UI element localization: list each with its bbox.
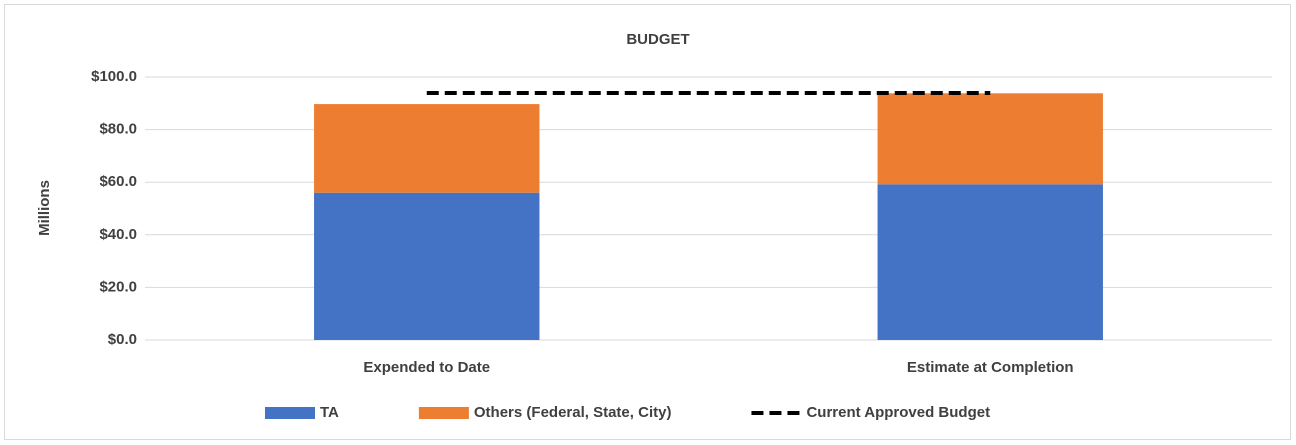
y-tick-label: $80.0 bbox=[99, 121, 137, 138]
x-tick-label: Expended to Date bbox=[363, 359, 490, 376]
y-tick-label: $0.0 bbox=[108, 331, 137, 348]
legend-label: TA bbox=[320, 404, 339, 421]
legend-swatch bbox=[265, 407, 315, 419]
bar-segment bbox=[877, 93, 1103, 185]
x-tick-label: Estimate at Completion bbox=[907, 359, 1074, 376]
y-axis-label: Millions bbox=[36, 180, 53, 236]
chart-title: BUDGET bbox=[626, 31, 689, 48]
legend-swatch bbox=[418, 407, 469, 419]
y-tick-label: $20.0 bbox=[99, 278, 137, 295]
legend-label: Others (Federal, State, City) bbox=[474, 404, 672, 421]
bar-segment bbox=[877, 184, 1103, 340]
y-tick-label: $40.0 bbox=[99, 226, 137, 243]
bar-segment bbox=[314, 192, 540, 340]
y-tick-label: $60.0 bbox=[99, 173, 137, 190]
bar-segment bbox=[314, 104, 540, 193]
y-tick-label: $100.0 bbox=[91, 68, 137, 85]
legend-label: Current Approved Budget bbox=[806, 404, 990, 421]
